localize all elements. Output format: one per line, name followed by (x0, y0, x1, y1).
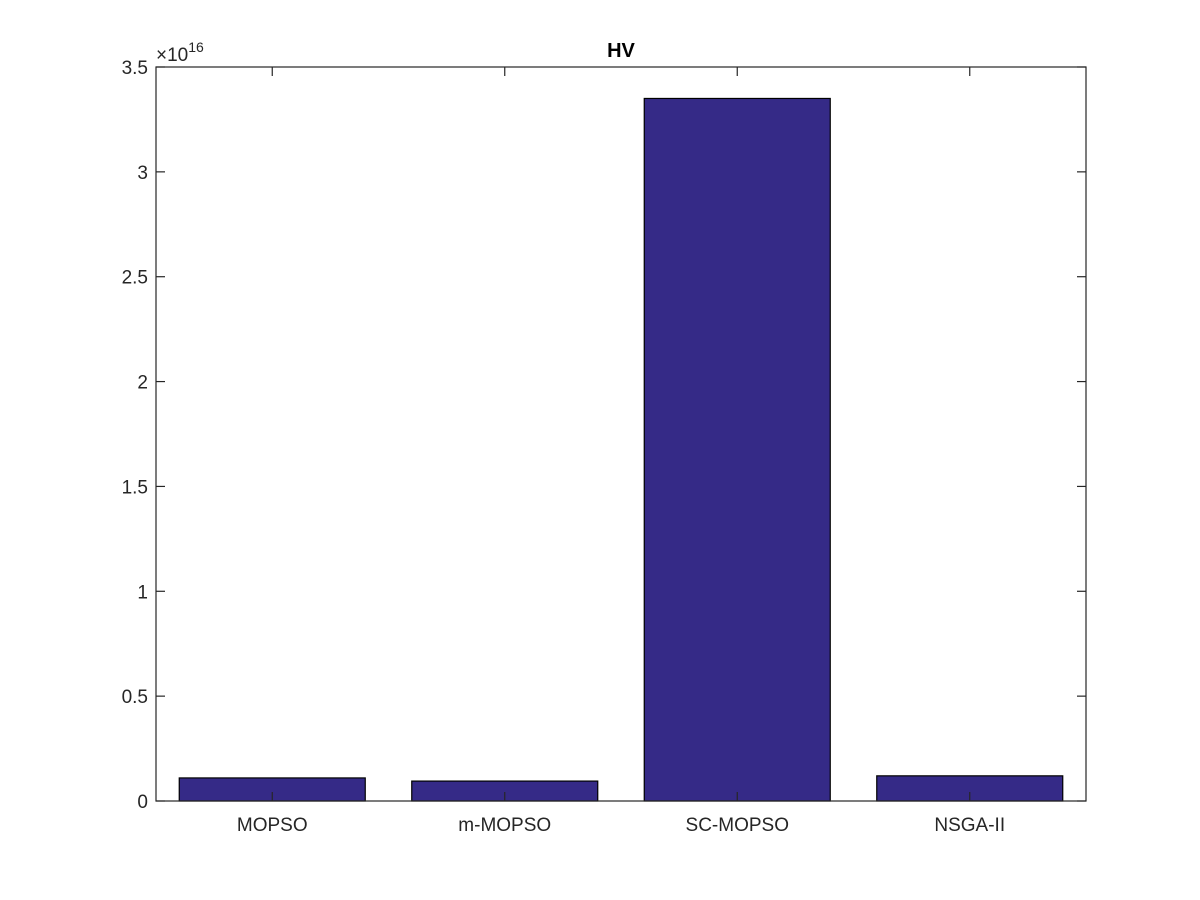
axes-box (155, 66, 1087, 802)
y-tick-label: 2 (137, 373, 148, 394)
x-tick-label: SC-MOPSO (686, 815, 789, 836)
chart-title: HV (607, 40, 635, 62)
labels-layer: MOPSO m-MOPSO SC-MOPSO NSGA-II 0 0.5 1 1.5 2 2.5 3… (122, 58, 1006, 836)
y-axis-exponent: ×1016 (156, 39, 204, 66)
bar-sc-mopso (643, 97, 831, 802)
x-tick-label: MOPSO (237, 815, 308, 836)
y-tick-label: 0 (137, 792, 148, 813)
bars-layer (178, 97, 1064, 802)
y-tick-label: 1.5 (122, 477, 148, 498)
ticks-layer (156, 66, 1086, 802)
y-tick-label: 3 (137, 163, 148, 184)
y-tick-label: 0.5 (122, 687, 148, 708)
y-tick-label: 2.5 (122, 268, 148, 289)
x-tick-label: m-MOPSO (458, 815, 551, 836)
y-exponent-power: 16 (188, 39, 204, 55)
y-exponent-base: ×10 (156, 45, 188, 66)
x-tick-label: NSGA-II (934, 815, 1005, 836)
y-tick-label: 1 (137, 582, 148, 603)
y-tick-label: 3.5 (122, 58, 148, 79)
